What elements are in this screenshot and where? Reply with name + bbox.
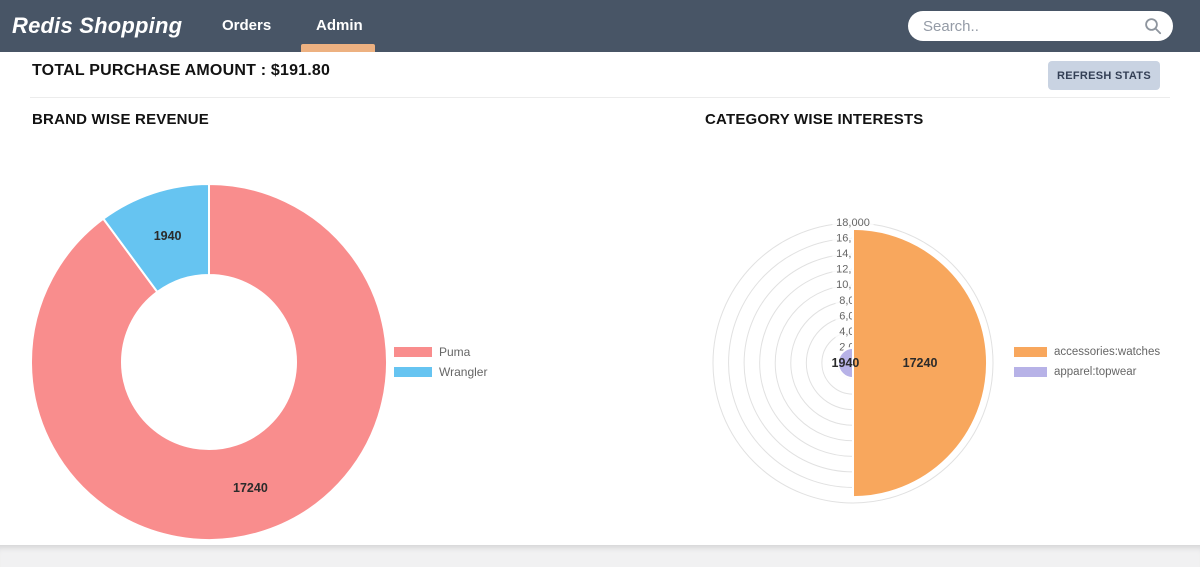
polar-legend: accessories:watches apparel:topwear <box>1014 342 1160 382</box>
refresh-stats-button[interactable]: REFRESH STATS <box>1048 61 1160 90</box>
legend-swatch <box>394 347 432 357</box>
polar-segment-apparel-topwear[interactable] <box>836 346 854 380</box>
doughnut-legend: Puma Wrangler <box>394 342 487 382</box>
legend-item-wrangler[interactable]: Wrangler <box>394 362 487 382</box>
chart-data-label: 17240 <box>903 356 938 370</box>
top-nav: Redis Shopping Orders Admin <box>0 0 1200 52</box>
header-divider <box>30 97 1170 98</box>
legend-item-puma[interactable]: Puma <box>394 342 487 362</box>
nav-tab-orders[interactable]: Orders <box>222 17 272 34</box>
polar-segment-accessories-watches[interactable] <box>852 227 989 499</box>
legend-swatch <box>1014 347 1047 357</box>
doughnut-segment-wrangler[interactable] <box>101 182 210 294</box>
legend-swatch <box>1014 367 1047 377</box>
tick-backdrop <box>832 216 874 230</box>
category-interests-title: CATEGORY WISE INTERESTS <box>705 111 924 128</box>
legend-label: Puma <box>439 345 471 359</box>
legend-label: Wrangler <box>439 365 488 379</box>
search-icon[interactable] <box>1144 17 1162 35</box>
legend-item-apparel-topwear[interactable]: apparel:topwear <box>1014 362 1160 382</box>
brand-logo[interactable]: Redis Shopping <box>12 13 183 38</box>
chart-data-label: 17240 <box>233 481 268 495</box>
chart-data-label: 1940 <box>832 356 860 370</box>
legend-label: accessories:watches <box>1054 346 1161 358</box>
active-tab-indicator <box>301 44 375 52</box>
legend-item-accessories-watches[interactable]: accessories:watches <box>1014 342 1160 362</box>
chart-data-label: 1940 <box>154 229 182 243</box>
search-box <box>908 11 1173 41</box>
doughnut-segment-puma[interactable] <box>30 182 388 541</box>
total-purchase-amount: TOTAL PURCHASE AMOUNT : $191.80 <box>32 62 331 79</box>
search-input[interactable] <box>923 11 1138 41</box>
legend-swatch <box>394 367 432 377</box>
brand-revenue-title: BRAND WISE REVENUE <box>32 111 209 128</box>
nav-tab-admin[interactable]: Admin <box>316 17 363 34</box>
legend-label: apparel:topwear <box>1054 366 1137 378</box>
page-bottom-band <box>0 545 1200 567</box>
polar-axis-tick: 18,000 <box>836 217 870 229</box>
